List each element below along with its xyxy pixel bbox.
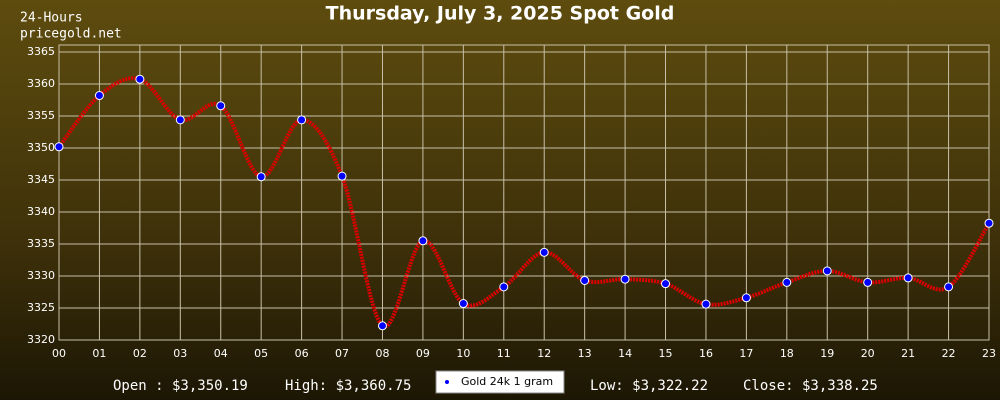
x-tick-label: 10 xyxy=(456,347,470,360)
x-tick-label: 03 xyxy=(173,347,187,360)
y-tick-label: 3320 xyxy=(27,333,55,346)
y-tick-label: 3340 xyxy=(27,205,55,218)
chart-title: Thursday, July 3, 2025 Spot Gold xyxy=(326,3,675,25)
point xyxy=(822,266,832,276)
x-tick-label: 16 xyxy=(699,347,713,360)
point xyxy=(661,279,671,289)
x-tick-label: 18 xyxy=(780,347,794,360)
x-tick-label: 19 xyxy=(820,347,834,360)
x-tick-label: 01 xyxy=(92,347,106,360)
point xyxy=(499,282,509,292)
point xyxy=(54,142,64,152)
point xyxy=(256,172,266,182)
stat-text: High: $3,360.75 xyxy=(285,378,411,394)
point xyxy=(297,115,307,125)
x-tick-label: 21 xyxy=(901,347,915,360)
point xyxy=(741,293,751,303)
point xyxy=(418,236,428,246)
x-tick-label: 04 xyxy=(214,347,228,360)
legend-label: Gold 24k 1 gram xyxy=(461,375,553,388)
y-tick-label: 3345 xyxy=(27,173,55,186)
point xyxy=(863,277,873,287)
x-tick-label: 12 xyxy=(537,347,551,360)
y-tick-label: 3335 xyxy=(27,237,55,250)
legend-box xyxy=(435,370,565,394)
x-tick-label: 15 xyxy=(659,347,673,360)
x-tick-label: 06 xyxy=(295,347,309,360)
corner-text: pricegold.net xyxy=(20,27,122,42)
x-tick-label: 02 xyxy=(133,347,147,360)
y-tick-label: 3365 xyxy=(27,45,55,58)
point xyxy=(94,91,104,101)
x-tick-label: 00 xyxy=(52,347,66,360)
y-tick-label: 3360 xyxy=(27,77,55,90)
x-tick-label: 17 xyxy=(739,347,753,360)
point xyxy=(458,299,468,309)
x-tick-label: 23 xyxy=(982,347,996,360)
y-tick-label: 3325 xyxy=(27,301,55,314)
point xyxy=(984,218,994,228)
y-tick-label: 3330 xyxy=(27,269,55,282)
x-tick-label: 08 xyxy=(375,347,389,360)
x-tick-label: 07 xyxy=(335,347,349,360)
stat-text: Open : $3,350.19 xyxy=(113,378,248,394)
corner-text: 24-Hours xyxy=(20,11,83,26)
point xyxy=(782,277,792,287)
x-tick-label: 11 xyxy=(497,347,511,360)
point xyxy=(620,274,630,284)
x-tick-label: 20 xyxy=(861,347,875,360)
x-tick-label: 14 xyxy=(618,347,632,360)
x-tick-label: 09 xyxy=(416,347,430,360)
point xyxy=(377,321,387,331)
legend-marker xyxy=(445,380,449,384)
point xyxy=(944,282,954,292)
point xyxy=(175,115,185,125)
y-tick-label: 3350 xyxy=(27,141,55,154)
point xyxy=(216,101,226,111)
point xyxy=(539,247,549,257)
x-tick-label: 05 xyxy=(254,347,268,360)
x-tick-label: 22 xyxy=(942,347,956,360)
point xyxy=(580,275,590,285)
stat-text: Close: $3,338.25 xyxy=(743,378,878,394)
point xyxy=(903,273,913,283)
point xyxy=(337,171,347,181)
x-tick-label: 13 xyxy=(578,347,592,360)
point xyxy=(135,74,145,84)
point xyxy=(701,299,711,309)
y-tick-label: 3355 xyxy=(27,109,55,122)
stat-text: Low: $3,322.22 xyxy=(590,378,708,394)
legend: Gold 24k 1 gram xyxy=(435,370,565,394)
